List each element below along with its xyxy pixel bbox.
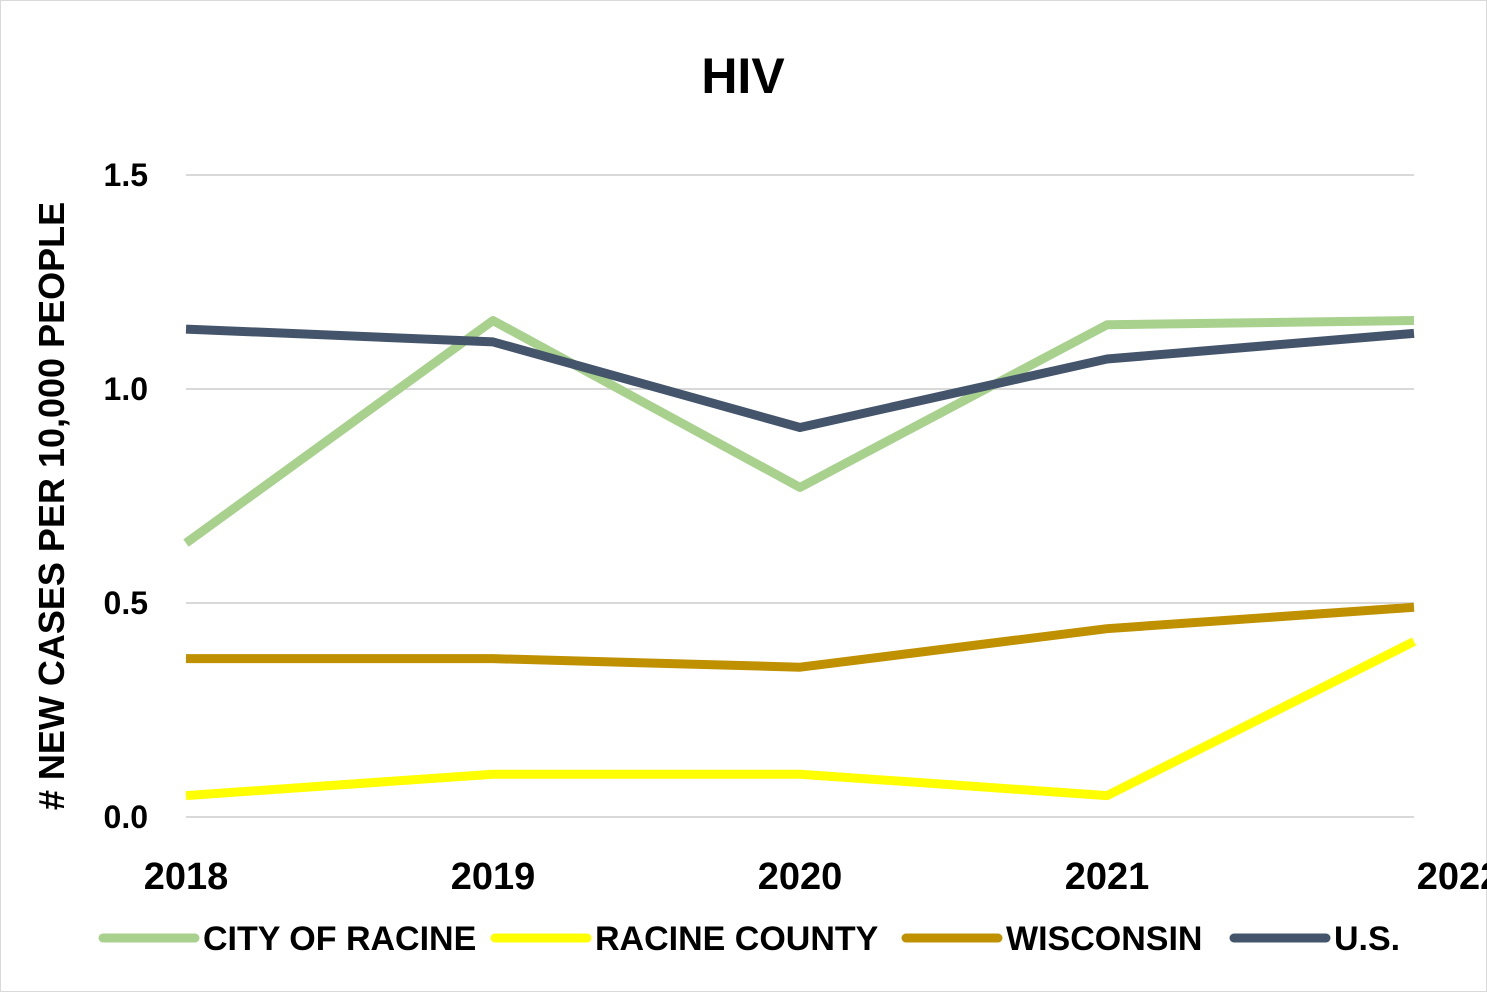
x-tick-label: 2020 (758, 856, 843, 898)
series-line-wisconsin (186, 607, 1414, 667)
gridlines (186, 175, 1414, 817)
legend-label: WISCONSIN (1006, 920, 1202, 958)
x-tick-label: 2021 (1065, 856, 1150, 898)
chart-title: HIV (701, 48, 785, 104)
series-lines (186, 320, 1414, 795)
y-tick-label: 1.0 (104, 371, 148, 407)
legend-label: CITY OF RACINE (203, 920, 476, 958)
x-tick-label: 2018 (144, 856, 229, 898)
y-tick-label: 0.5 (104, 585, 148, 621)
legend-label: U.S. (1334, 920, 1400, 958)
x-tick-label: 2022 (1417, 856, 1487, 898)
y-axis-label: # NEW CASES PER 10,000 PEOPLE (31, 202, 72, 810)
y-tick-label: 0.0 (104, 799, 148, 835)
y-axis-ticks: 0.0 0.5 1.0 1.5 (104, 157, 148, 835)
x-tick-label: 2019 (451, 856, 536, 898)
y-tick-label: 1.5 (104, 157, 148, 193)
x-axis-ticks: 2018 2019 2020 2021 2022 (144, 856, 1487, 898)
legend-label: RACINE COUNTY (595, 920, 879, 958)
legend: CITY OF RACINE RACINE COUNTY WISCONSIN U.S. (103, 920, 1400, 958)
